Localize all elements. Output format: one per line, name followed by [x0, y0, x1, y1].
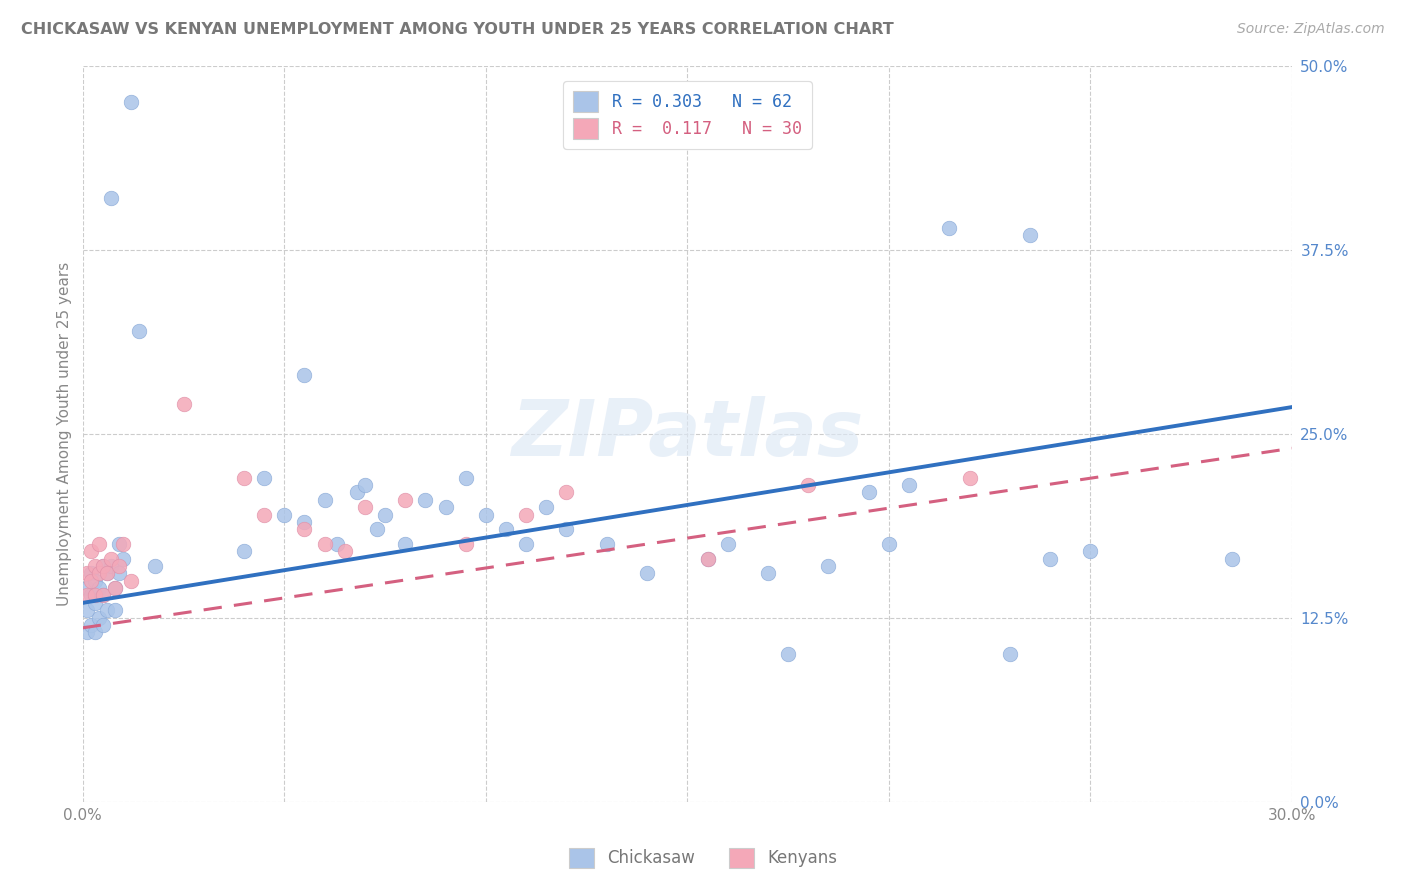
Point — [294, 515, 316, 529]
Point — [80, 566, 103, 581]
Point — [877, 537, 900, 551]
Point — [374, 508, 396, 522]
Point — [104, 603, 127, 617]
Text: Source: ZipAtlas.com: Source: ZipAtlas.com — [1237, 22, 1385, 37]
Point — [475, 508, 498, 522]
Point — [314, 492, 336, 507]
Point — [354, 478, 377, 492]
Point — [696, 551, 718, 566]
Point — [112, 537, 135, 551]
Point — [76, 625, 98, 640]
Point — [91, 559, 114, 574]
Point — [817, 559, 839, 574]
Point — [233, 544, 256, 558]
Point — [91, 618, 114, 632]
Point — [778, 648, 800, 662]
Point — [366, 522, 388, 536]
Point — [87, 610, 110, 624]
Point — [454, 537, 477, 551]
Point — [555, 522, 578, 536]
Point — [1039, 551, 1062, 566]
Point — [1019, 227, 1042, 242]
Point — [294, 522, 316, 536]
Point — [314, 537, 336, 551]
Point — [636, 566, 658, 581]
Point — [120, 574, 142, 588]
Point — [273, 508, 295, 522]
Point — [108, 559, 131, 574]
Point — [87, 537, 110, 551]
Point — [87, 566, 110, 581]
Point — [797, 478, 820, 492]
Point — [96, 603, 118, 617]
Point — [858, 485, 880, 500]
Point — [91, 559, 114, 574]
Point — [325, 537, 347, 551]
Point — [104, 581, 127, 595]
Point — [120, 95, 142, 110]
Point — [1220, 551, 1243, 566]
Point — [83, 596, 105, 610]
Point — [104, 581, 127, 595]
Point — [76, 589, 98, 603]
Point — [1080, 544, 1102, 558]
Point — [253, 471, 276, 485]
Point — [346, 485, 368, 500]
Y-axis label: Unemployment Among Youth under 25 years: Unemployment Among Youth under 25 years — [58, 261, 72, 606]
Point — [108, 566, 131, 581]
Point — [253, 508, 276, 522]
Point — [76, 581, 98, 595]
Point — [91, 589, 114, 603]
Point — [294, 368, 316, 382]
Text: ZIPatlas: ZIPatlas — [512, 395, 863, 472]
Point — [333, 544, 356, 558]
Point — [80, 618, 103, 632]
Point — [354, 500, 377, 515]
Point — [100, 191, 122, 205]
Point — [998, 648, 1021, 662]
Point — [717, 537, 740, 551]
Legend: R = 0.303   N = 62, R =  0.117   N = 30: R = 0.303 N = 62, R = 0.117 N = 30 — [564, 81, 811, 149]
Point — [555, 485, 578, 500]
Point — [96, 566, 118, 581]
Point — [536, 500, 558, 515]
Point — [80, 544, 103, 558]
Point — [415, 492, 437, 507]
Legend: Chickasaw, Kenyans: Chickasaw, Kenyans — [562, 841, 844, 875]
Point — [108, 537, 131, 551]
Point — [100, 559, 122, 574]
Point — [454, 471, 477, 485]
Point — [83, 625, 105, 640]
Point — [83, 559, 105, 574]
Point — [87, 581, 110, 595]
Point — [696, 551, 718, 566]
Point — [80, 589, 103, 603]
Point — [91, 589, 114, 603]
Point — [233, 471, 256, 485]
Point — [173, 397, 195, 411]
Point — [83, 574, 105, 588]
Point — [434, 500, 457, 515]
Point — [100, 551, 122, 566]
Point — [96, 566, 118, 581]
Point — [495, 522, 517, 536]
Point — [112, 551, 135, 566]
Point — [756, 566, 779, 581]
Point — [394, 537, 416, 551]
Point — [394, 492, 416, 507]
Point — [143, 559, 166, 574]
Point — [128, 324, 150, 338]
Point — [959, 471, 981, 485]
Point — [76, 566, 98, 581]
Point — [515, 537, 537, 551]
Point — [83, 589, 105, 603]
Text: CHICKASAW VS KENYAN UNEMPLOYMENT AMONG YOUTH UNDER 25 YEARS CORRELATION CHART: CHICKASAW VS KENYAN UNEMPLOYMENT AMONG Y… — [21, 22, 894, 37]
Point — [596, 537, 619, 551]
Point — [80, 574, 103, 588]
Point — [898, 478, 921, 492]
Point — [938, 220, 960, 235]
Point — [76, 603, 98, 617]
Point — [515, 508, 537, 522]
